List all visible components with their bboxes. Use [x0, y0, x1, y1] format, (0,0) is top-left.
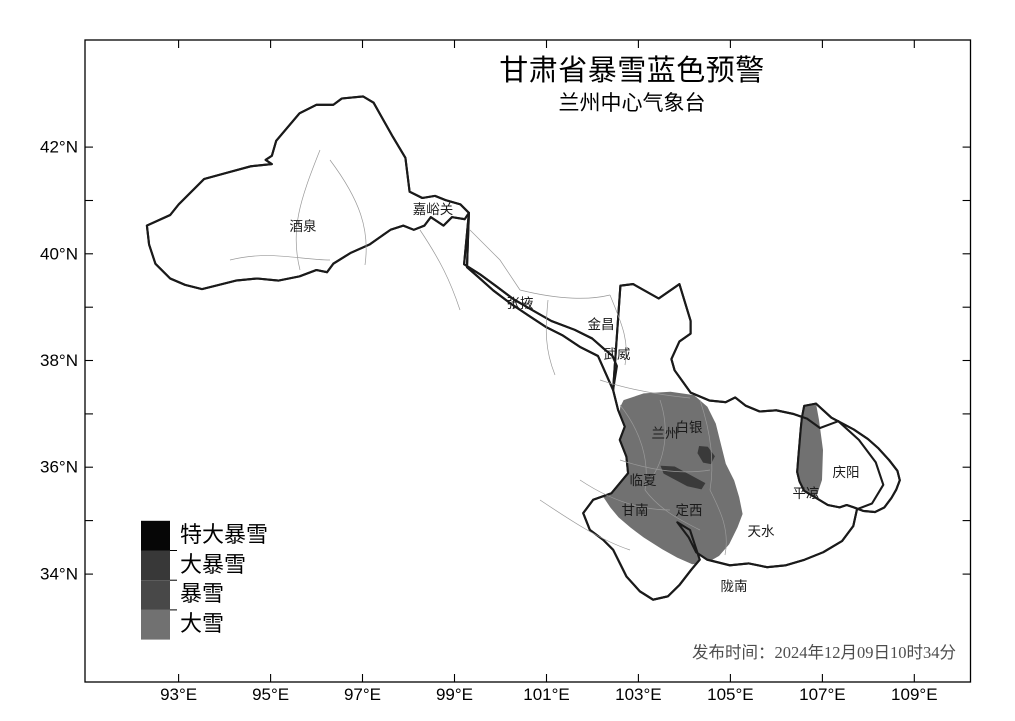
svg-text:34°N: 34°N [40, 565, 78, 584]
svg-text:40°N: 40°N [40, 244, 78, 263]
svg-text:暴雪: 暴雪 [180, 581, 224, 606]
svg-text:95°E: 95°E [252, 685, 289, 704]
svg-text:36°N: 36°N [40, 458, 78, 477]
svg-text:武威: 武威 [604, 347, 632, 362]
svg-text:兰州: 兰州 [652, 426, 679, 441]
svg-text:陇南: 陇南 [721, 579, 748, 594]
svg-text:平凉: 平凉 [793, 486, 820, 501]
svg-text:临夏: 临夏 [630, 473, 658, 488]
svg-text:99°E: 99°E [436, 685, 473, 704]
svg-text:97°E: 97°E [344, 685, 381, 704]
svg-text:甘南: 甘南 [622, 503, 649, 518]
svg-text:定西: 定西 [676, 503, 703, 518]
svg-text:大雪: 大雪 [180, 611, 224, 636]
svg-text:107°E: 107°E [799, 685, 846, 704]
svg-text:103°E: 103°E [615, 685, 662, 704]
svg-text:庆阳: 庆阳 [833, 465, 860, 480]
svg-text:特大暴雪: 特大暴雪 [180, 522, 268, 547]
svg-text:酒泉: 酒泉 [290, 218, 317, 234]
svg-text:105°E: 105°E [707, 685, 754, 704]
svg-text:金昌: 金昌 [588, 317, 615, 332]
svg-text:天水: 天水 [748, 524, 776, 539]
svg-text:白银: 白银 [676, 420, 704, 435]
svg-text:38°N: 38°N [40, 351, 78, 370]
svg-text:42°N: 42°N [40, 138, 78, 157]
svg-text:张掖: 张掖 [507, 296, 535, 311]
svg-text:109°E: 109°E [891, 685, 938, 704]
svg-text:发布时间：2024年12月09日10时34分: 发布时间：2024年12月09日10时34分 [692, 643, 956, 662]
svg-text:嘉峪关: 嘉峪关 [413, 202, 454, 217]
svg-text:甘肃省暴雪蓝色预警: 甘肃省暴雪蓝色预警 [499, 54, 765, 87]
svg-text:大暴雪: 大暴雪 [180, 552, 246, 577]
svg-text:101°E: 101°E [523, 685, 570, 704]
svg-text:93°E: 93°E [160, 685, 197, 704]
svg-text:兰州中心气象台: 兰州中心气象台 [559, 91, 706, 115]
